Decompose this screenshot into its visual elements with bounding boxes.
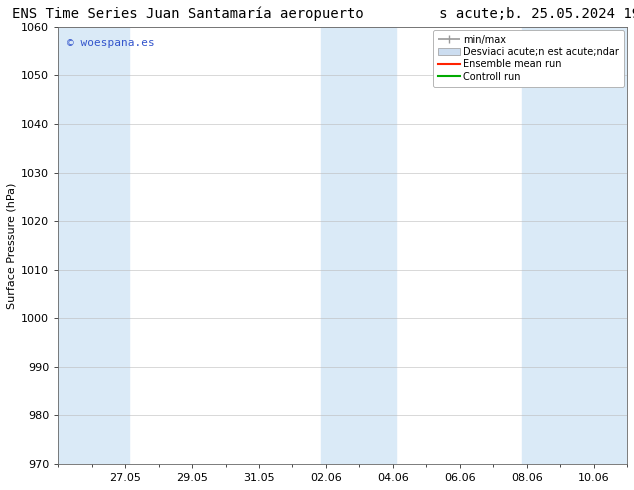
Title: ENS Time Series Juan Santamaría aeropuerto         s acute;b. 25.05.2024 19 UTC: ENS Time Series Juan Santamaría aeropuer…: [12, 7, 634, 22]
Bar: [58, 27, 129, 464]
Bar: [522, 27, 627, 464]
Legend: min/max, Desviaci acute;n est acute;ndar, Ensemble mean run, Controll run: min/max, Desviaci acute;n est acute;ndar…: [433, 30, 624, 87]
Bar: [321, 27, 396, 464]
Y-axis label: Surface Pressure (hPa): Surface Pressure (hPa): [7, 182, 17, 309]
Text: © woespana.es: © woespana.es: [67, 38, 155, 48]
